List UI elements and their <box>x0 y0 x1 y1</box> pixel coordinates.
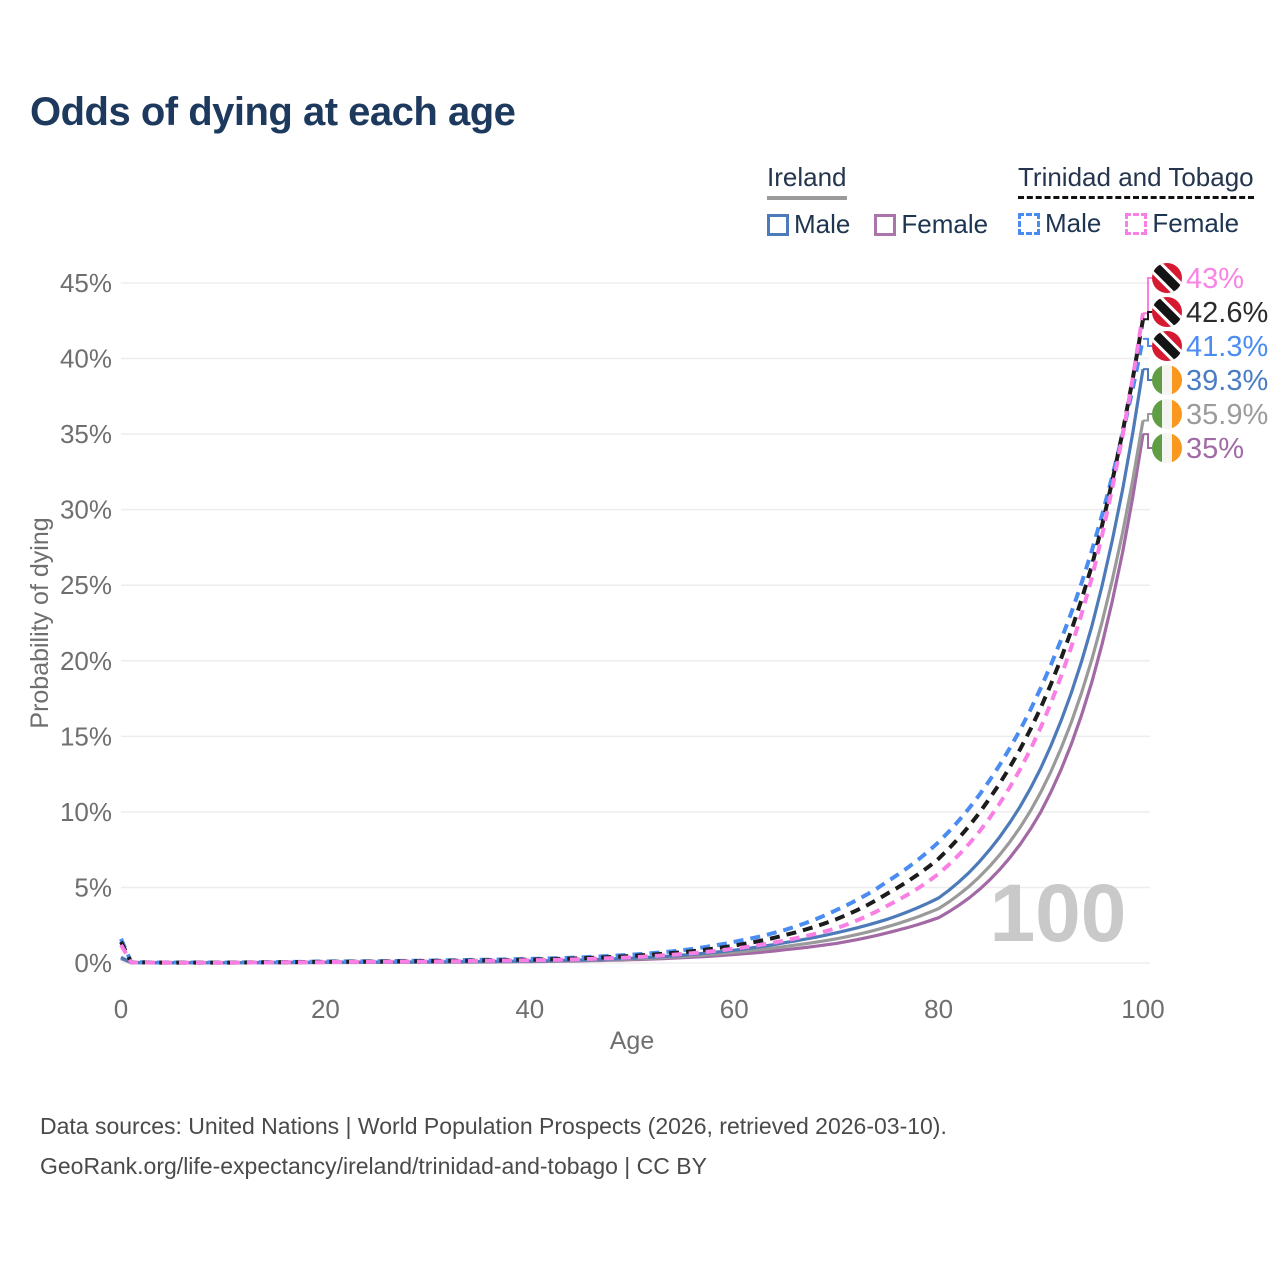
x-tick-label: 60 <box>720 994 749 1024</box>
series-end-value-label: 41.3% <box>1186 331 1268 363</box>
footer: Data sources: United Nations | World Pop… <box>40 1106 947 1187</box>
label-leader-line <box>1143 433 1152 449</box>
legend-item-tt-male[interactable]: Male <box>1018 208 1101 239</box>
legend-item-tt-female[interactable]: Female <box>1125 208 1239 239</box>
x-tick-label: 20 <box>311 994 340 1024</box>
y-tick-label: 5% <box>74 872 112 902</box>
legend-group-ireland: Ireland Male Female <box>767 162 1012 240</box>
page-title: Odds of dying at each age <box>30 90 516 134</box>
legend-item-label: Male <box>794 209 851 239</box>
legend-title-trinidad-and-tobago: Trinidad and Tobago <box>1018 162 1254 199</box>
label-leader-line <box>1143 311 1152 321</box>
legend-item-ireland-male[interactable]: Male <box>767 209 850 240</box>
y-axis-title: Probability of dying <box>26 517 54 728</box>
legend-item-label: Female <box>901 209 989 239</box>
x-tick-label: 100 <box>1121 994 1164 1024</box>
series-end-value-label: 35% <box>1186 433 1244 465</box>
y-tick-label: 45% <box>60 268 112 298</box>
label-leader-line <box>1143 277 1152 315</box>
tt-male-swatch <box>1018 212 1040 235</box>
y-tick-label: 30% <box>60 495 112 525</box>
series-end-value-label: 39.3% <box>1186 365 1268 397</box>
x-tick-label: 80 <box>924 994 953 1024</box>
legend-item-label: Female <box>1152 208 1240 238</box>
tt-female-swatch <box>1125 212 1148 235</box>
label-leader-line <box>1143 368 1152 381</box>
y-tick-label: 25% <box>60 570 112 600</box>
series-end-value-label: 42.6% <box>1186 297 1268 329</box>
label-leader-line <box>1143 413 1152 422</box>
y-tick-label: 20% <box>60 646 112 676</box>
footer-data-sources: Data sources: United Nations | World Pop… <box>40 1113 947 1139</box>
legend-item-label: Male <box>1045 208 1102 238</box>
series-end-value-label: 43% <box>1186 263 1244 295</box>
ireland-flag-icon <box>1152 433 1182 463</box>
y-tick-label: 40% <box>60 344 112 374</box>
legend-item-ireland-female[interactable]: Female <box>874 209 988 240</box>
ireland-female-swatch <box>874 213 897 236</box>
y-tick-label: 15% <box>60 721 112 751</box>
legend-group-trinidad-and-tobago: Trinidad and Tobago Male Female <box>1018 162 1263 239</box>
age-watermark: 100 <box>990 868 1127 959</box>
y-tick-label: 10% <box>60 797 112 827</box>
ireland-male-swatch <box>767 213 789 236</box>
ireland-flag-icon <box>1152 399 1182 429</box>
series-line-ireland-male[interactable] <box>120 368 1145 965</box>
ireland-flag-icon <box>1152 365 1182 395</box>
series-line-trinidad-and-tobago-female[interactable] <box>119 312 1145 965</box>
y-tick-label: 0% <box>74 948 112 978</box>
series-line-trinidad-and-tobago-both-sexes[interactable] <box>119 318 1145 965</box>
x-tick-label: 0 <box>114 994 128 1024</box>
x-tick-label: 40 <box>515 994 544 1024</box>
x-axis-title: Age <box>610 1027 654 1055</box>
legend-title-ireland: Ireland <box>767 162 847 200</box>
series-end-value-label: 35.9% <box>1186 399 1268 431</box>
label-leader-line <box>1143 337 1152 347</box>
y-tick-label: 35% <box>60 419 112 449</box>
footer-attribution: GeoRank.org/life-expectancy/ireland/trin… <box>40 1153 707 1180</box>
